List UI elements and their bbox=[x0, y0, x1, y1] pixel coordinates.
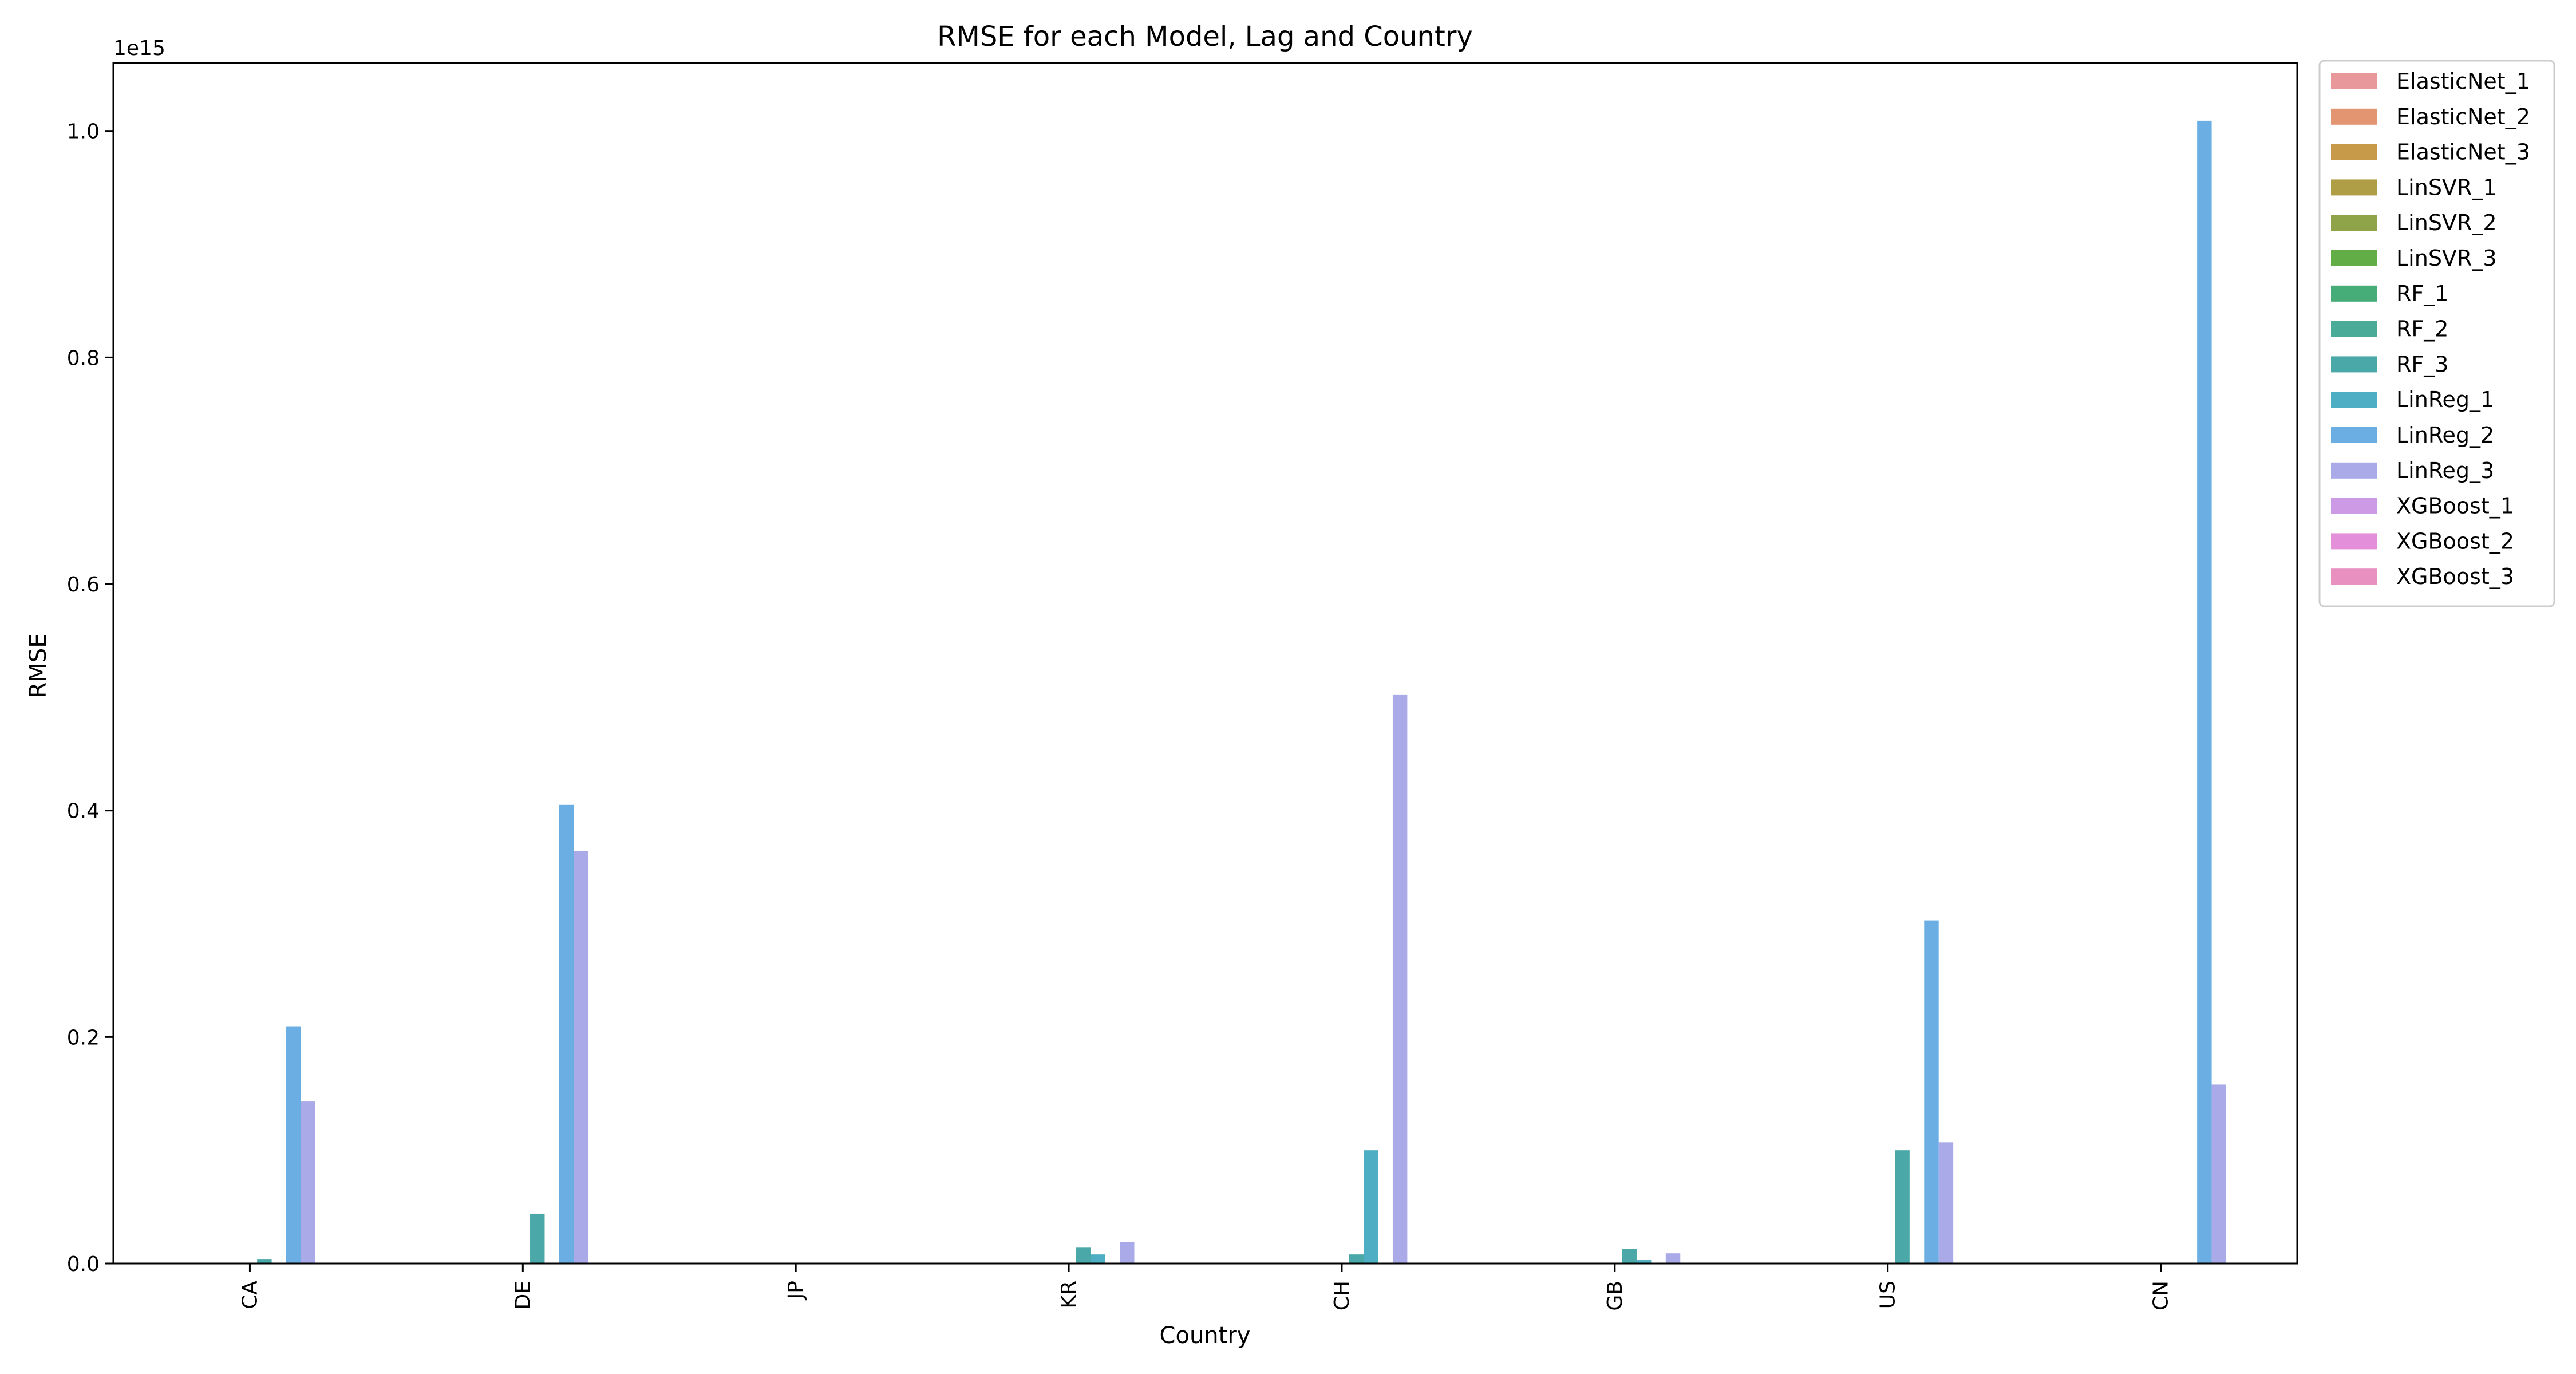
legend-label-elasticnet-1: ElasticNet_1 bbox=[2396, 69, 2530, 94]
bar-linreg-2-ca bbox=[286, 1026, 301, 1264]
bar-linreg-2-cn bbox=[2197, 120, 2212, 1264]
y-tick-label: 0.8 bbox=[67, 346, 100, 370]
bar-group bbox=[257, 120, 2227, 1264]
x-tick-label-kr: KR bbox=[1057, 1281, 1081, 1309]
plot-frame bbox=[112, 62, 2298, 1265]
legend-label-linreg-1: LinReg_1 bbox=[2396, 387, 2494, 412]
bar-linreg-1-ch bbox=[1364, 1150, 1378, 1264]
legend-swatch-linreg-1 bbox=[2331, 392, 2377, 408]
bar-linreg-3-gb bbox=[1665, 1253, 1681, 1264]
bar-linreg-1-kr bbox=[1091, 1254, 1105, 1264]
legend-swatch-elasticnet-2 bbox=[2331, 108, 2377, 125]
legend-label-linsvr-1: LinSVR_1 bbox=[2396, 175, 2497, 200]
legend-label-linsvr-3: LinSVR_3 bbox=[2396, 246, 2497, 271]
legend-swatch-linsvr-3 bbox=[2331, 250, 2377, 266]
legend-swatch-linsvr-1 bbox=[2331, 179, 2377, 196]
legend-swatch-linreg-3 bbox=[2331, 462, 2377, 479]
x-tick-label-cn: CN bbox=[2150, 1281, 2173, 1310]
bar-rf-3-ch bbox=[1349, 1254, 1364, 1264]
y-tick-label: 0.4 bbox=[67, 800, 100, 823]
bar-rf-3-de bbox=[530, 1213, 545, 1264]
y-tick-label: 0.6 bbox=[67, 573, 100, 597]
legend-swatch-linsvr-2 bbox=[2331, 215, 2377, 231]
x-axis-ticks: CA DE JP KR CH GB US CN bbox=[238, 1264, 2173, 1311]
legend-swatch-elasticnet-1 bbox=[2331, 73, 2377, 89]
legend-label-linreg-3: LinReg_3 bbox=[2396, 458, 2494, 483]
bar-rf-3-kr bbox=[1076, 1247, 1091, 1264]
bar-rf-3-ca bbox=[257, 1259, 272, 1264]
y-tick-label: 0.2 bbox=[67, 1026, 100, 1049]
y-axis-label: RMSE bbox=[25, 634, 52, 698]
legend-frame bbox=[2318, 60, 2555, 607]
legend-label-rf-2: RF_2 bbox=[2396, 317, 2448, 342]
x-tick-label-ch: CH bbox=[1330, 1281, 1354, 1310]
x-tick-label-us: US bbox=[1876, 1281, 1900, 1309]
x-tick-label-jp: JP bbox=[784, 1281, 808, 1300]
legend-label-linsvr-2: LinSVR_2 bbox=[2396, 210, 2497, 235]
legend-label-linreg-2: LinReg_2 bbox=[2396, 423, 2494, 448]
y-axis-ticks: 0.0 0.2 0.4 0.6 0.8 1.0 bbox=[67, 120, 113, 1276]
bar-linreg-3-ch bbox=[1392, 694, 1408, 1264]
legend-label-xgboost-3: XGBoost_3 bbox=[2396, 564, 2514, 589]
legend-swatch-rf-3 bbox=[2331, 356, 2377, 373]
legend-swatch-elasticnet-3 bbox=[2331, 144, 2377, 160]
x-tick-label-gb: GB bbox=[1603, 1281, 1627, 1311]
x-axis-label: Country bbox=[1160, 1322, 1251, 1349]
legend-swatch-rf-1 bbox=[2331, 285, 2377, 302]
legend-swatch-xgboost-2 bbox=[2331, 533, 2377, 550]
bar-rf-3-us bbox=[1895, 1150, 1910, 1264]
legend-swatch-xgboost-3 bbox=[2331, 568, 2377, 585]
legend-label-xgboost-1: XGBoost_1 bbox=[2396, 493, 2514, 519]
y-axis-offset-text: 1e15 bbox=[113, 37, 165, 60]
y-tick-label: 1.0 bbox=[67, 120, 100, 144]
bar-linreg-3-de bbox=[574, 851, 588, 1264]
legend-swatch-xgboost-1 bbox=[2331, 498, 2377, 514]
legend-label-rf-1: RF_1 bbox=[2396, 281, 2448, 306]
legend-swatch-rf-2 bbox=[2331, 321, 2377, 337]
bar-rf-3-gb bbox=[1622, 1249, 1637, 1264]
legend: ElasticNet_1 ElasticNet_2 ElasticNet_3 LinS… bbox=[2318, 60, 2555, 607]
legend-label-rf-3: RF_3 bbox=[2396, 352, 2448, 377]
legend-label-elasticnet-3: ElasticNet_3 bbox=[2396, 140, 2530, 165]
bar-linreg-2-de bbox=[559, 804, 574, 1264]
bar-linreg-3-cn bbox=[2211, 1084, 2227, 1264]
x-tick-label-de: DE bbox=[511, 1281, 535, 1309]
bar-linreg-3-ca bbox=[301, 1101, 315, 1264]
legend-label-xgboost-2: XGBoost_2 bbox=[2396, 528, 2514, 554]
bar-linreg-1-gb bbox=[1636, 1260, 1652, 1264]
chart-title: RMSE for each Model, Lag and Country bbox=[937, 21, 1473, 53]
legend-label-elasticnet-2: ElasticNet_2 bbox=[2396, 104, 2530, 129]
bar-linreg-3-kr bbox=[1120, 1242, 1135, 1264]
bar-linreg-2-us bbox=[1924, 920, 1939, 1264]
y-tick-label: 0.0 bbox=[67, 1253, 100, 1276]
bar-linreg-3-us bbox=[1938, 1142, 1954, 1264]
legend-swatch-linreg-2 bbox=[2331, 427, 2377, 443]
x-tick-label-ca: CA bbox=[238, 1281, 262, 1309]
